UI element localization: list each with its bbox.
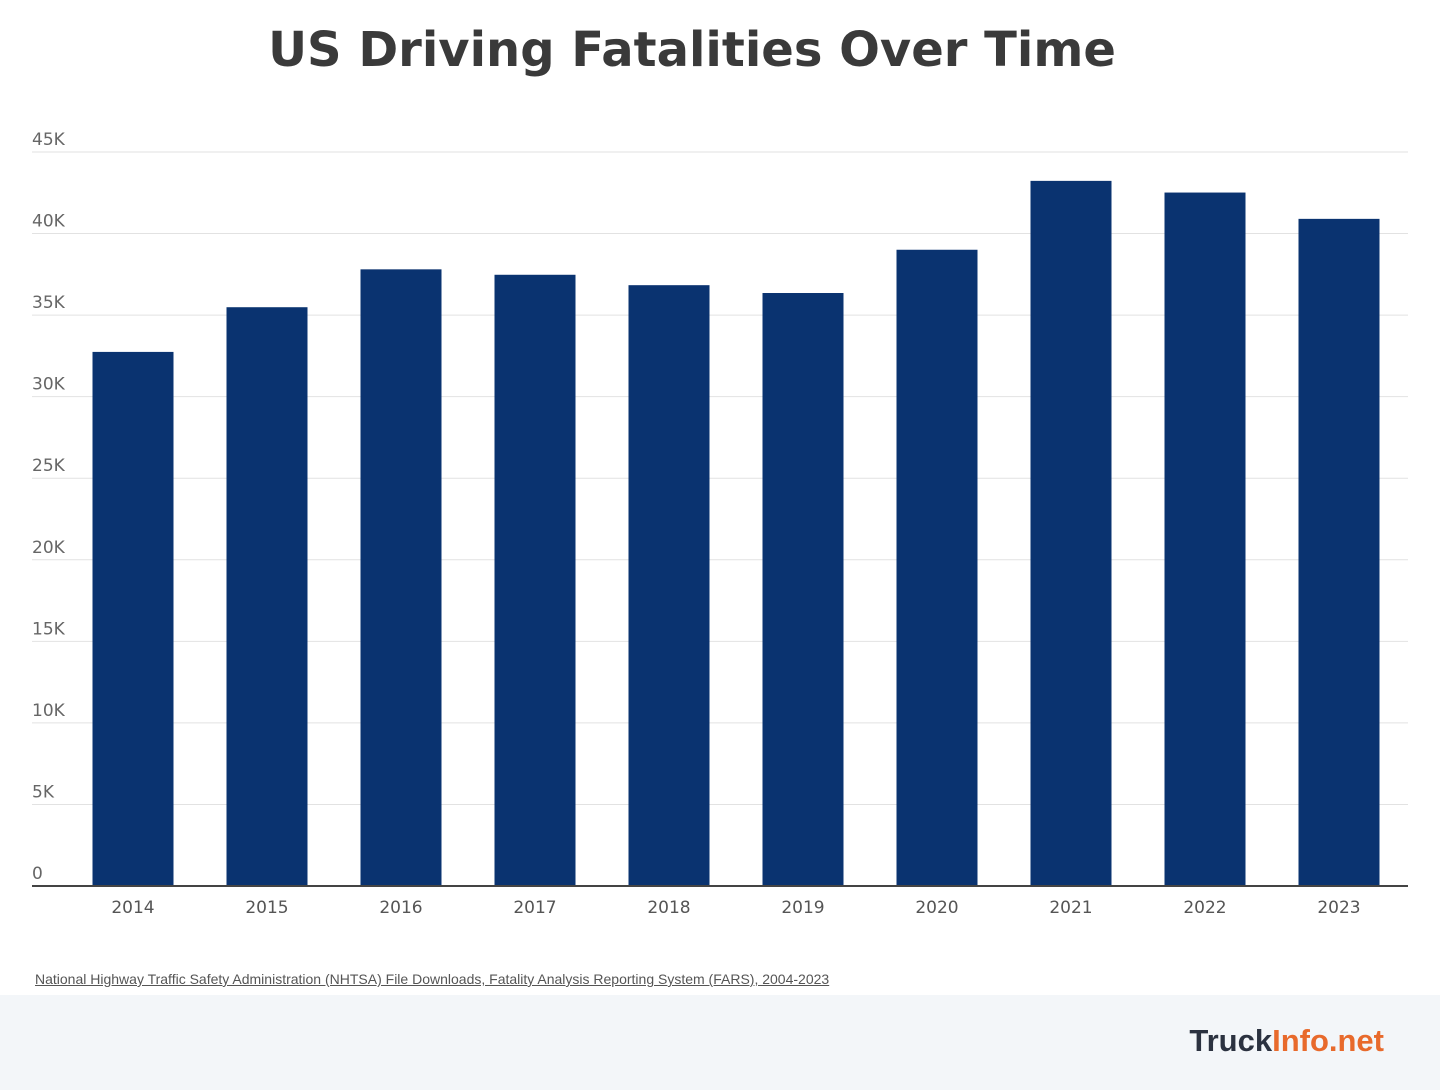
y-tick-label: 25K	[32, 456, 66, 476]
bar-2022	[1164, 192, 1246, 886]
x-tick-label: 2019	[781, 898, 824, 918]
bar-2020	[896, 249, 978, 886]
y-tick-label: 15K	[32, 619, 66, 639]
footer: TruckInfo.net	[0, 995, 1440, 1090]
bar-2015	[226, 307, 308, 886]
bar-2023	[1298, 218, 1380, 886]
logo-part2: Info.net	[1272, 1023, 1384, 1058]
chart-title: US Driving Fatalities Over Time	[268, 22, 1116, 78]
y-tick-label: 40K	[32, 212, 66, 232]
y-tick-label: 0	[32, 864, 43, 884]
y-tick-label: 45K	[32, 130, 66, 150]
y-tick-label: 5K	[32, 782, 55, 802]
source-link[interactable]: National Highway Traffic Safety Administ…	[35, 971, 830, 987]
x-tick-label: 2018	[647, 898, 690, 918]
y-tick-label: 20K	[32, 538, 66, 558]
y-tick-label: 10K	[32, 701, 66, 721]
x-tick-label: 2015	[245, 898, 288, 918]
y-tick-label: 30K	[32, 375, 66, 395]
logo-part1: Truck	[1189, 1023, 1273, 1058]
x-tick-label: 2023	[1317, 898, 1360, 918]
bar-2017	[494, 274, 576, 886]
x-tick-label: 2022	[1183, 898, 1226, 918]
x-tick-label: 2020	[915, 898, 958, 918]
x-tick-label: 2016	[379, 898, 422, 918]
bar-chart: 0 5K 10K 15K 20K 25K 30K 35K 40K 45K 2014 2015 2016 2…	[32, 130, 1408, 918]
x-tick-label: 2017	[513, 898, 556, 918]
bar-2016	[360, 269, 442, 886]
bar-2018	[628, 285, 710, 886]
bar-2021	[1030, 180, 1112, 886]
x-tick-label: 2014	[111, 898, 154, 918]
bar-2019	[762, 293, 844, 887]
x-tick-label: 2021	[1049, 898, 1092, 918]
truckinfo-logo[interactable]: TruckInfo.net	[1189, 1023, 1384, 1059]
bar-2014	[92, 351, 174, 887]
y-tick-label: 35K	[32, 293, 66, 313]
